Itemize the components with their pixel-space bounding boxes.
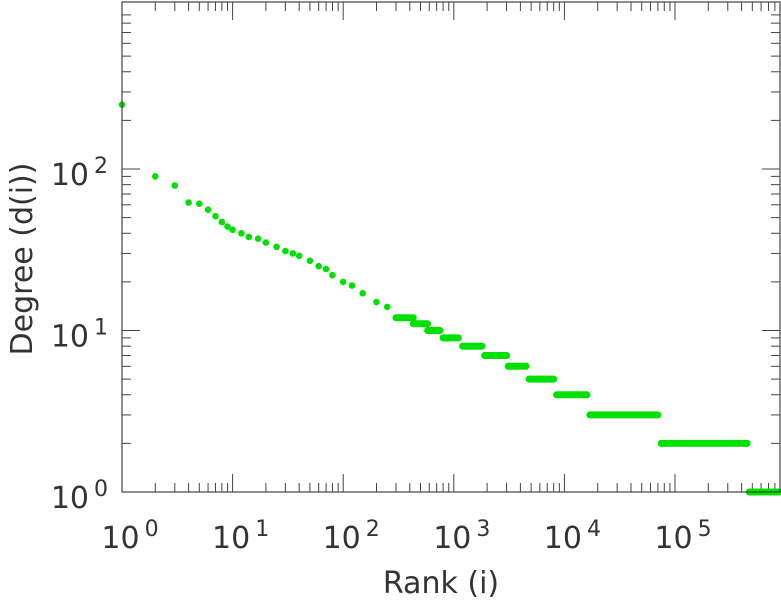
data-point [262, 239, 270, 246]
data-point [224, 223, 231, 230]
data-point [289, 250, 297, 257]
data-point [273, 243, 280, 251]
data-point [245, 233, 253, 241]
x-tick-label: 10 3 [433, 517, 490, 556]
data-point [238, 230, 245, 237]
data-point [185, 199, 192, 206]
data-points [118, 101, 781, 496]
x-tick-label: 10 0 [101, 517, 158, 556]
data-point [315, 262, 323, 270]
data-point [359, 290, 367, 297]
y-tick-label: 10 1 [51, 316, 108, 355]
data-point [254, 235, 262, 242]
data-point [329, 271, 336, 279]
y-axis-label: Degree (d(i)) [5, 163, 40, 356]
y-tick-label: 10 2 [51, 154, 108, 193]
x-tick-label: 10 5 [654, 517, 711, 556]
data-point [171, 182, 179, 189]
data-point [339, 278, 347, 286]
data-point [196, 200, 203, 207]
data-point [212, 212, 219, 220]
x-tick-label: 10 2 [323, 517, 380, 556]
data-point [322, 265, 330, 273]
data-point [306, 257, 314, 265]
x-axis-label: Rank (i) [383, 566, 499, 600]
x-tick-label: 10 1 [212, 517, 269, 556]
plot-frame [121, 1, 781, 493]
data-point [282, 247, 289, 255]
y-tick-label: 10 0 [51, 477, 108, 516]
data-point [204, 206, 212, 213]
data-point [229, 226, 236, 234]
data-point [152, 173, 159, 180]
data-point [348, 282, 356, 289]
data-point [295, 252, 303, 260]
x-tick-label: 10 4 [544, 517, 601, 556]
axis-ticks [121, 2, 780, 493]
x-tick-labels: 10 0 10 1 10 2 10 3 10 4 10 5 [101, 517, 711, 556]
data-point [218, 218, 226, 226]
data-point [383, 303, 391, 311]
data-point [373, 298, 380, 306]
